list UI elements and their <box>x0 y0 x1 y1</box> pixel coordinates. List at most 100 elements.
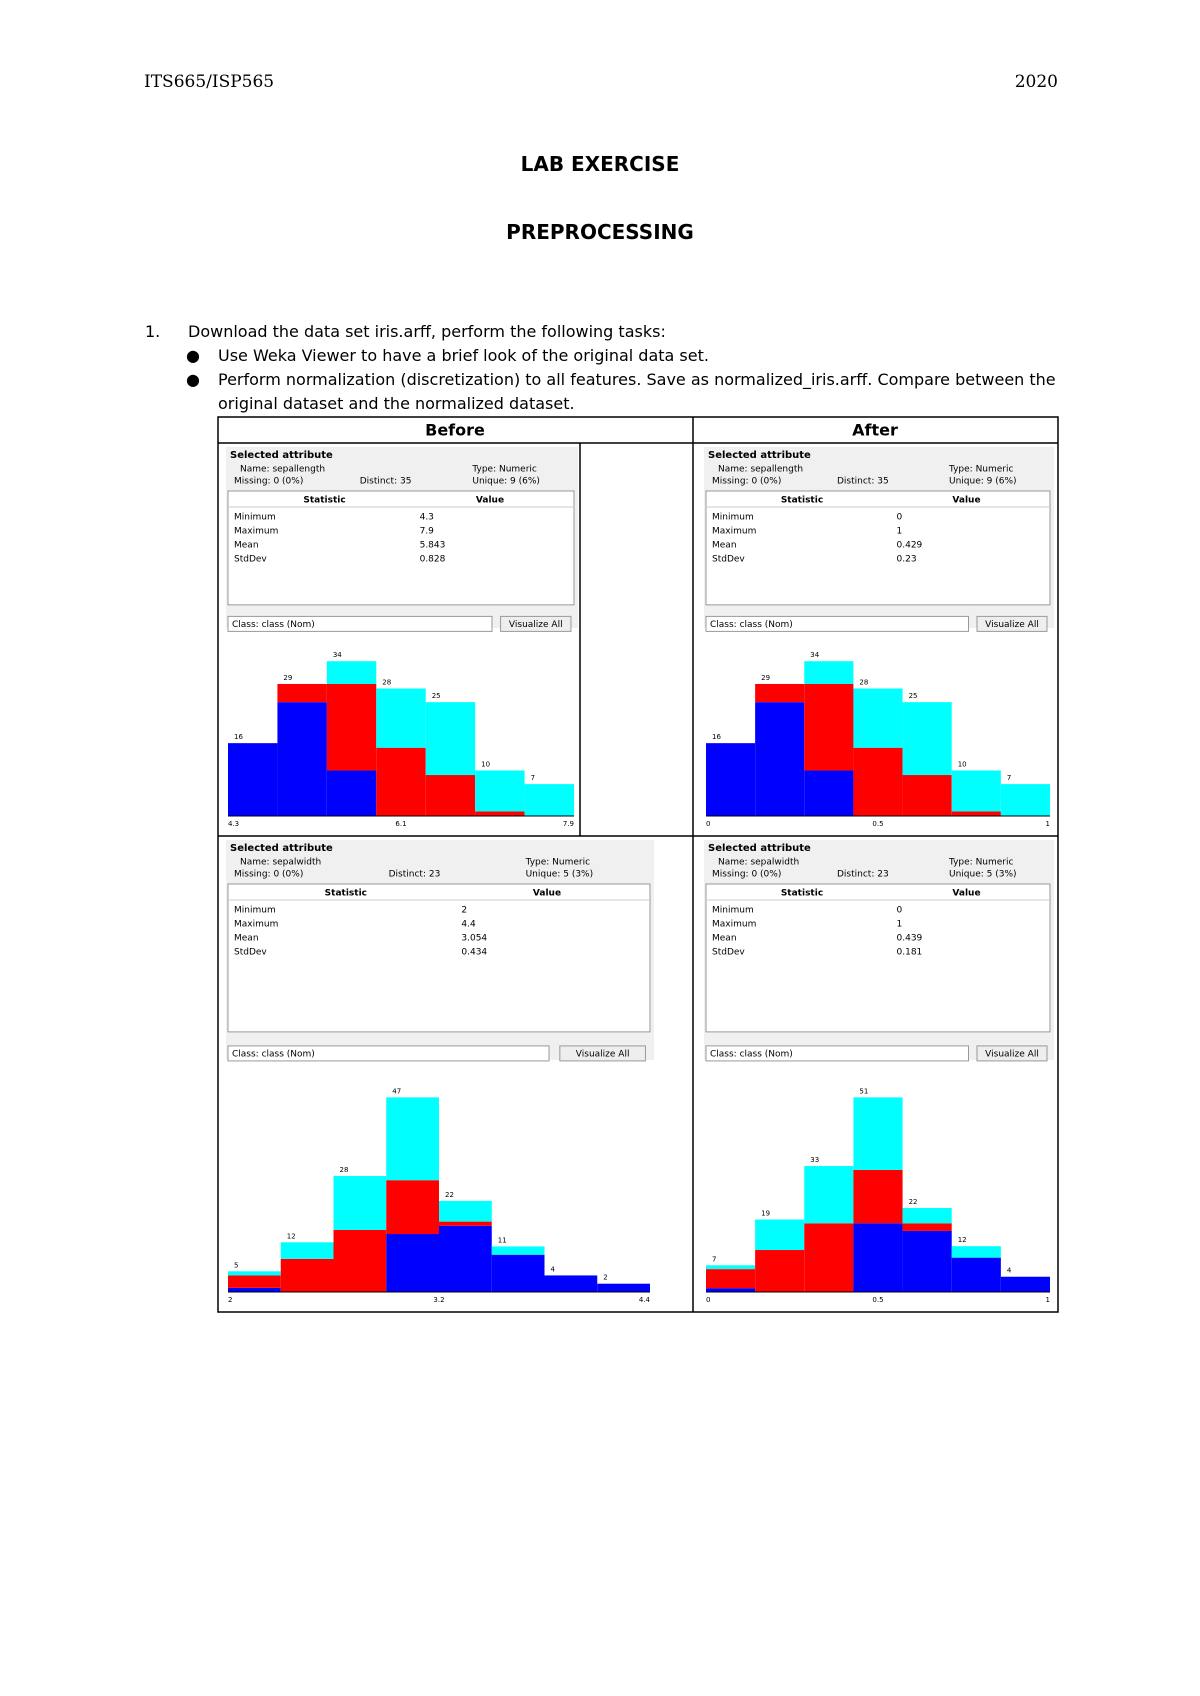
bullet: ● <box>186 370 200 389</box>
histogram-segment <box>280 1242 334 1259</box>
stat-value: 0.429 <box>897 541 923 551</box>
stat-value: 0 <box>897 513 903 523</box>
bar-count: 11 <box>498 1236 507 1244</box>
histogram-segment <box>228 1287 281 1292</box>
histogram-segment <box>804 1223 854 1292</box>
bar-count: 7 <box>531 774 535 782</box>
stat-value: 2 <box>461 906 467 916</box>
histogram-segment <box>597 1283 650 1292</box>
histogram-segment <box>228 1271 281 1276</box>
bar-count: 12 <box>287 1232 296 1240</box>
bar-count: 51 <box>859 1087 868 1095</box>
class-dropdown <box>227 1045 550 1062</box>
histogram-segment <box>475 770 525 812</box>
attr-name: Name: sepallength <box>240 465 325 475</box>
histogram-segment <box>386 1097 439 1181</box>
histogram-segment <box>228 1275 281 1288</box>
table-border <box>217 416 1059 1313</box>
stat-name: StdDev <box>234 555 267 565</box>
histogram-segment <box>853 1097 903 1170</box>
title: LAB EXERCISE <box>520 152 680 176</box>
histogram-segment <box>386 1180 439 1235</box>
bar-count: 29 <box>761 674 770 682</box>
stat-value: 4.4 <box>461 920 476 930</box>
attr-unique: Unique: 9 (6%) <box>949 477 1017 487</box>
bullet: ● <box>186 346 200 365</box>
header-left: ITS665/ISP565 <box>144 72 275 92</box>
bar-count: 22 <box>909 1198 918 1206</box>
class-dropdown <box>705 615 969 632</box>
stat-name: Mean <box>234 541 259 551</box>
visualize-button[interactable] <box>500 615 572 632</box>
histogram-segment <box>524 784 574 816</box>
bar-count: 47 <box>392 1087 401 1095</box>
axis-label: 6.1 <box>395 820 406 828</box>
attr-unique: Unique: 5 (3%) <box>949 870 1017 880</box>
histogram-segment <box>326 661 377 684</box>
stat-name: StdDev <box>712 555 745 565</box>
stat-name: Mean <box>712 541 737 551</box>
visualize-label: Visualize All <box>509 620 563 630</box>
histogram-segment <box>853 688 903 748</box>
axis-label: 0 <box>706 820 710 828</box>
stat-name: StdDev <box>712 948 745 958</box>
histogram-segment <box>439 1200 492 1222</box>
stat-name: Minimum <box>712 513 754 523</box>
stat-header: Statistic <box>303 496 345 506</box>
stat-value: 1 <box>897 920 903 930</box>
stat-value: 0.439 <box>897 934 923 944</box>
bar-count: 28 <box>859 679 868 687</box>
histogram-segment <box>755 702 805 816</box>
bar-count: 4 <box>551 1265 556 1273</box>
histogram-segment <box>902 775 952 816</box>
axis-label: 0.5 <box>872 820 883 828</box>
histogram-segment <box>853 747 903 816</box>
bar-count: 16 <box>234 733 243 741</box>
histogram-segment <box>386 1234 439 1292</box>
visualize-button[interactable] <box>976 1045 1048 1062</box>
stat-value: 0.828 <box>420 555 446 565</box>
histogram-segment <box>706 743 756 816</box>
stat-name: Maximum <box>234 920 278 930</box>
histogram-segment <box>544 1275 598 1292</box>
stats-box <box>227 490 575 606</box>
stat-name: Minimum <box>234 513 276 523</box>
histogram-segment <box>853 1169 903 1224</box>
histogram-segment <box>280 1258 334 1292</box>
histogram-segment <box>804 683 854 771</box>
visualize-button[interactable] <box>559 1045 646 1062</box>
bar-count: 7 <box>712 1255 716 1263</box>
stat-name: Maximum <box>712 920 756 930</box>
axis-label: 1 <box>1046 820 1050 828</box>
stat-value: 0.434 <box>461 948 487 958</box>
axis-label: 4.3 <box>228 820 239 828</box>
histogram-segment <box>376 747 426 816</box>
stat-header: Value <box>476 496 504 506</box>
visualize-button[interactable] <box>976 615 1048 632</box>
histogram-segment <box>902 1230 952 1292</box>
stat-value: 3.054 <box>461 934 487 944</box>
histogram-segment <box>491 1254 545 1292</box>
histogram-segment <box>902 702 952 776</box>
task-text: Download the data set iris.arff, perform… <box>188 322 666 341</box>
bar-count: 25 <box>432 692 441 700</box>
stats-box <box>227 883 651 1033</box>
class-label: Class: class (Nom) <box>232 1049 315 1059</box>
axis-label: 3.2 <box>433 1296 444 1304</box>
visualize-label: Visualize All <box>985 1049 1039 1059</box>
bar-count: 33 <box>810 1156 819 1164</box>
attr-name: Name: sepalwidth <box>718 858 799 868</box>
stat-name: Mean <box>234 934 259 944</box>
stat-header: Value <box>952 889 980 899</box>
stat-value: 4.3 <box>420 513 434 523</box>
attr-distinct: Distinct: 23 <box>389 870 441 880</box>
subtitle: PREPROCESSING <box>506 220 694 244</box>
stat-value: 1 <box>897 527 903 537</box>
histogram-segment <box>277 683 327 703</box>
stat-name: Minimum <box>712 906 754 916</box>
bar-count: 2 <box>603 1274 607 1282</box>
histogram-segment <box>1000 784 1050 816</box>
histogram-segment <box>706 1288 756 1292</box>
